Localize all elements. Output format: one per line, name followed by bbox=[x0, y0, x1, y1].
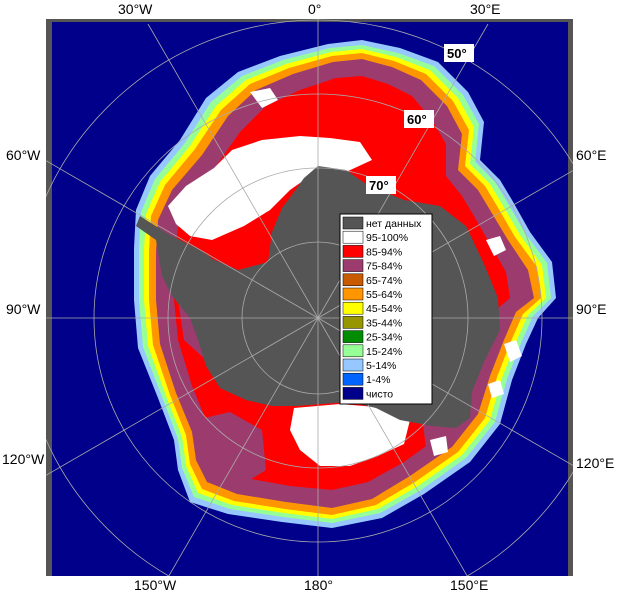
legend-swatch bbox=[342, 259, 364, 272]
legend-swatch bbox=[342, 344, 364, 358]
lon-label-30e: 30°E bbox=[470, 1, 501, 17]
antarctic-peninsula bbox=[136, 216, 212, 260]
legend-swatch bbox=[342, 287, 364, 301]
legend-swatch bbox=[342, 273, 364, 287]
legend-swatch bbox=[342, 216, 364, 230]
ice-patch-75-84 bbox=[196, 412, 266, 486]
ice-patch-95-100 bbox=[488, 380, 504, 398]
legend-label: чисто bbox=[366, 388, 393, 400]
lon-label-30w: 30°W bbox=[118, 1, 153, 17]
legend-label: 5-14% bbox=[366, 360, 396, 372]
lon-label-60w: 60°W bbox=[6, 147, 41, 163]
legend-label: нет данных bbox=[366, 218, 422, 230]
ice-patch-95-100 bbox=[250, 88, 278, 108]
legend-swatch bbox=[342, 372, 364, 386]
legend-label: 35-44% bbox=[366, 317, 402, 329]
legend-swatch bbox=[342, 301, 364, 315]
ice-patch-95-100 bbox=[430, 436, 448, 456]
lon-label-180: 180° bbox=[304, 577, 333, 593]
lat-label-60-bg bbox=[404, 110, 434, 128]
lon-label-60e: 60°E bbox=[576, 147, 607, 163]
legend-swatch bbox=[342, 387, 364, 400]
legend-swatch bbox=[342, 316, 364, 329]
legend-swatch bbox=[342, 330, 364, 343]
lat-label-50: 50° bbox=[447, 46, 467, 61]
legend: нет данных 95-100% 85-94% 75-84% 65-74% 55-64… bbox=[339, 213, 433, 405]
lon-label-120e: 120°E bbox=[576, 455, 614, 471]
legend-swatch bbox=[342, 230, 364, 244]
lon-label-90w: 90°W bbox=[6, 301, 41, 317]
lon-label-150e: 150°E bbox=[450, 577, 488, 593]
lon-label-90e: 90°E bbox=[576, 301, 607, 317]
legend-label: 75-84% bbox=[366, 261, 402, 273]
lon-label-120w: 120°W bbox=[2, 451, 45, 467]
legend-label: 1-4% bbox=[366, 374, 391, 386]
ice-zone-95-100 bbox=[168, 136, 372, 240]
lat-label-70-bg bbox=[366, 176, 396, 194]
legend-swatch bbox=[342, 245, 364, 258]
legend-label: 15-24% bbox=[366, 346, 402, 358]
legend-label: 85-94% bbox=[366, 246, 402, 258]
legend-label: 55-64% bbox=[366, 289, 402, 301]
lon-label-150w: 150°W bbox=[134, 577, 177, 593]
ice-patch-95-100 bbox=[504, 340, 522, 362]
ice-zone-95-100 bbox=[290, 404, 410, 466]
lat-label-50-bg bbox=[444, 44, 474, 62]
legend-label: 45-54% bbox=[366, 303, 402, 315]
ice-patch-95-100 bbox=[486, 236, 506, 256]
legend-label: 95-100% bbox=[366, 232, 408, 244]
legend-label: 25-34% bbox=[366, 332, 402, 344]
legend-swatch bbox=[342, 358, 364, 372]
lat-label-70: 70° bbox=[369, 178, 389, 193]
lat-label-60: 60° bbox=[407, 112, 427, 127]
legend-label: 65-74% bbox=[366, 275, 402, 287]
lon-label-0: 0° bbox=[308, 1, 321, 17]
